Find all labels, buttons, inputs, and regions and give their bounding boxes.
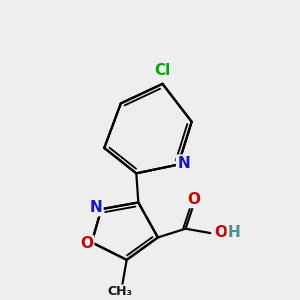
Text: N: N: [177, 156, 190, 171]
Text: O: O: [215, 225, 228, 240]
Text: H: H: [228, 225, 241, 240]
Text: CH₃: CH₃: [107, 285, 132, 298]
Text: Cl: Cl: [154, 63, 171, 78]
Text: O: O: [80, 236, 93, 251]
Text: O: O: [187, 192, 200, 207]
Text: N: N: [90, 200, 103, 215]
